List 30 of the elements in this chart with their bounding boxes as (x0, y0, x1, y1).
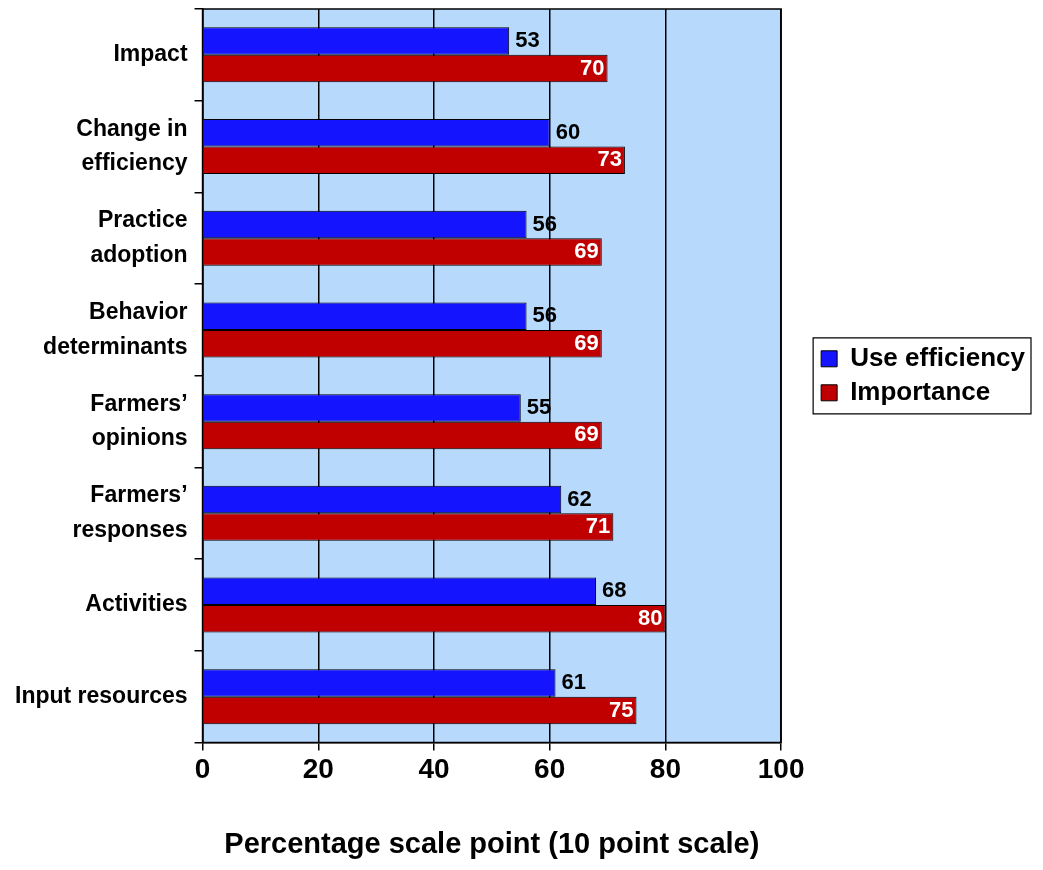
y-tick-label: Change in efficiency (76, 114, 188, 176)
data-label: 69 (574, 238, 599, 264)
y-tick-label: Farmers’ opinions (90, 389, 188, 451)
x-tick-label: 40 (418, 753, 450, 785)
data-label: 53 (515, 27, 540, 53)
data-label: 60 (555, 118, 581, 144)
data-label: 68 (601, 577, 627, 603)
y-tick-label: Behavior determinants (43, 298, 188, 359)
data-label: 73 (597, 146, 622, 172)
y-tick-label: Farmers’ responses (72, 481, 188, 542)
x-tick-label: 20 (302, 753, 334, 785)
data-label: 69 (574, 421, 599, 447)
data-label: 61 (561, 669, 586, 695)
data-label: 70 (580, 54, 605, 80)
y-tick-label: Impact (113, 40, 188, 67)
x-tick-label: 0 (194, 753, 211, 785)
y-tick-label: Input resources (15, 682, 188, 709)
x-tick-label: 100 (757, 753, 805, 785)
data-label: 80 (637, 604, 663, 630)
x-tick-label: 60 (534, 753, 566, 785)
x-tick-label: 80 (649, 753, 681, 785)
y-tick-label: Activities (85, 590, 188, 617)
data-label: 75 (609, 696, 634, 722)
y-tick-label: Practice adoption (90, 206, 188, 267)
x-axis-title: Percentage scale point (10 point scale) (224, 826, 760, 859)
data-label: 71 (585, 513, 611, 539)
data-label: 62 (567, 485, 592, 511)
legend-label: Use efficiency (850, 341, 1026, 372)
legend-label: Importance (850, 375, 991, 406)
data-label: 69 (574, 329, 599, 355)
